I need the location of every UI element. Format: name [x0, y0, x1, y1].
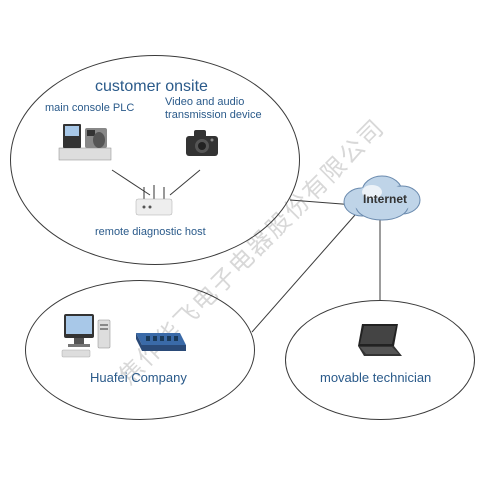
diagram-canvas: 焦作华飞电子电器股份有限公司 Internet customer onsite …	[0, 0, 500, 500]
technician-label: movable technician	[320, 370, 431, 385]
network-device-icon	[130, 325, 190, 355]
desktop-pc-icon	[60, 310, 114, 360]
router-icon	[130, 185, 178, 221]
customer-title: customer onsite	[95, 78, 208, 96]
technician-ellipse	[285, 300, 475, 420]
plc-console-icon	[55, 118, 115, 166]
internet-label: Internet	[363, 192, 407, 206]
company-label: Huafei Company	[90, 370, 187, 385]
video-label: Video and audio transmission device	[165, 96, 262, 122]
plc-label: main console PLC	[45, 102, 134, 114]
camera-icon	[180, 128, 224, 160]
laptop-icon	[350, 320, 406, 360]
host-label: remote diagnostic host	[95, 226, 206, 238]
